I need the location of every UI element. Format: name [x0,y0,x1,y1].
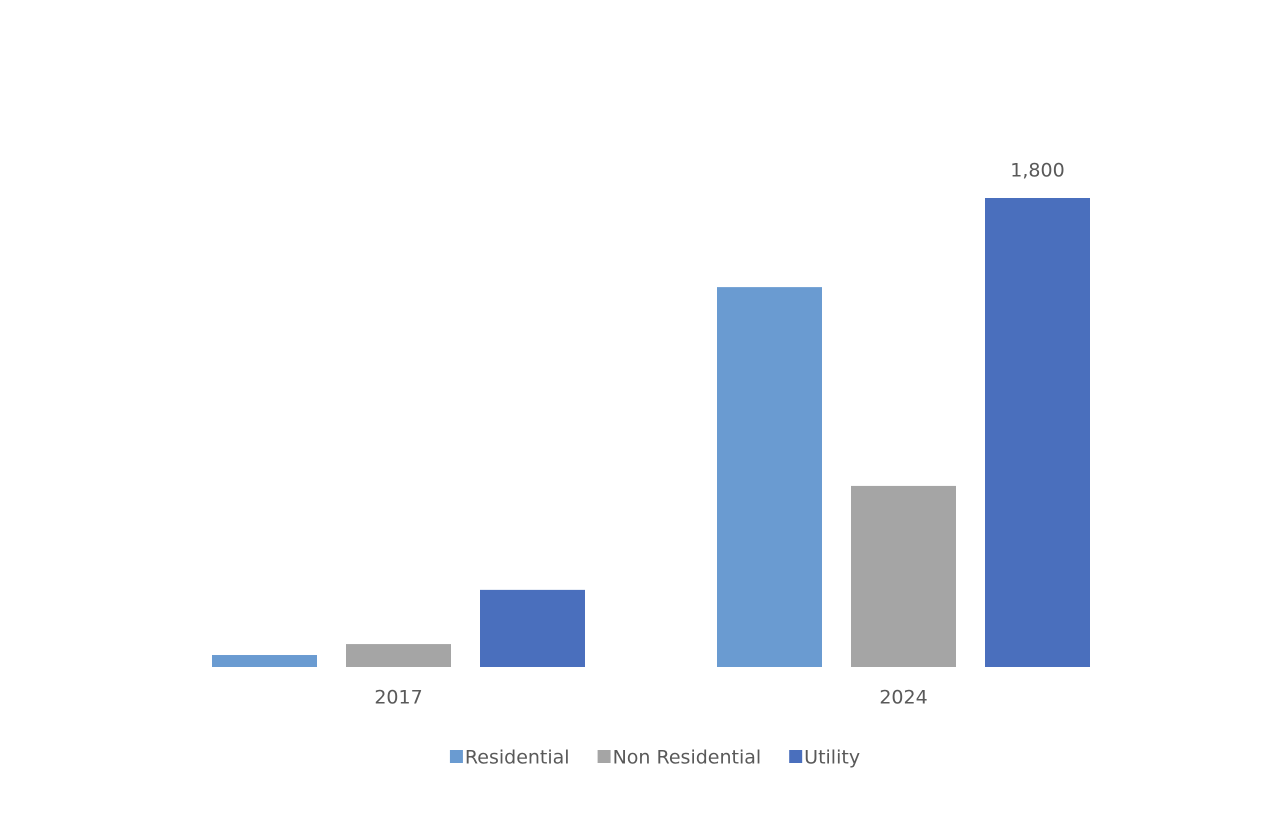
bar [985,198,1090,667]
legend-label: Utility [804,747,860,769]
x-tick-label: 2024 [879,687,927,709]
legend-swatch [789,750,803,763]
legend-swatch [449,750,463,763]
bar [851,485,956,667]
legend-label: Residential [465,747,570,769]
x-tick-label: 2017 [374,687,422,709]
legend-label: Non Residential [613,747,762,769]
bar [346,644,451,667]
bar [480,589,585,667]
legend-swatch [597,750,611,763]
bar [212,655,317,667]
value-label: 1,800 [1010,160,1064,182]
bar [717,287,822,667]
